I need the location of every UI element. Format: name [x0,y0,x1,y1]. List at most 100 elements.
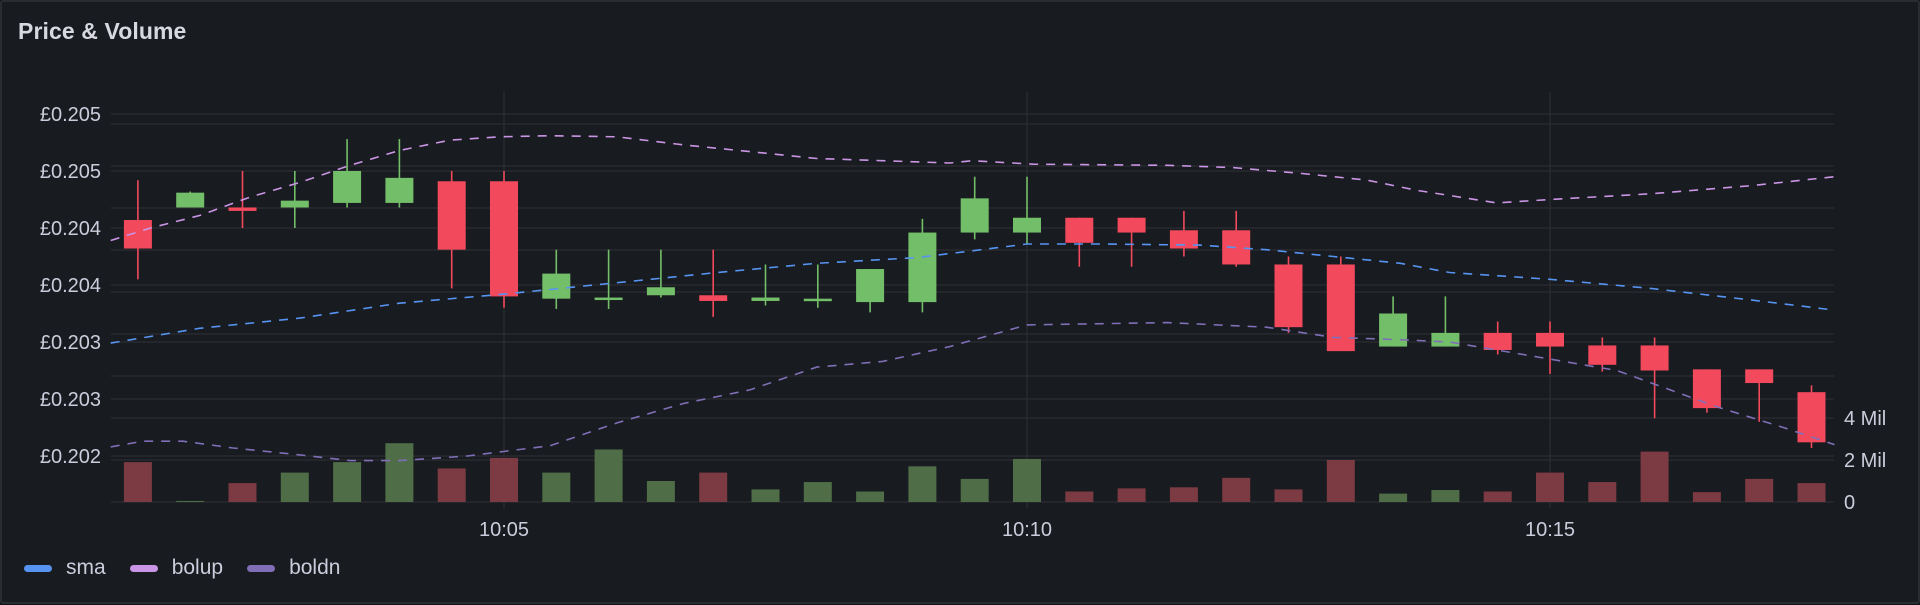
candle [1117,217,1146,267]
y-axis-label: £0.205 [40,104,101,126]
candle-body [1274,264,1303,328]
candle-body [437,181,466,250]
volume-bar [1797,483,1826,502]
candle [280,171,309,228]
candle-body [1692,369,1721,409]
candle [1065,217,1094,267]
candle-body [1588,345,1617,365]
candle [594,249,623,309]
volume-bar [908,466,937,502]
candle [646,249,675,298]
candle [1013,176,1041,244]
candle [1326,256,1355,352]
candle [1588,337,1617,372]
candle-body [1640,345,1669,371]
candle [751,264,780,306]
candle-body [646,287,675,296]
volume-bar [437,468,466,502]
legend-item-bolup[interactable]: bolup [129,556,223,580]
legend-label-sma: sma [66,556,106,579]
candle [1640,337,1669,419]
candle-body [1431,332,1460,347]
volume-bar [385,443,414,502]
candle-body [1745,369,1774,384]
candles [123,139,1826,449]
candle-body [699,295,728,301]
candle-body [542,273,571,299]
candle-body [490,181,518,297]
volume-bar [1169,487,1198,502]
candle [176,191,205,208]
candle-body [1117,217,1146,233]
legend-item-boldn[interactable]: boldn [247,556,340,580]
volume-bar [1065,491,1094,502]
candle [1692,369,1721,413]
y-axis-label: £0.202 [40,446,101,468]
volume-bar [751,489,780,502]
candle [1536,321,1564,374]
candle [1797,385,1826,449]
y-axis-label: £0.204 [40,275,101,297]
volume-bar [1692,492,1721,502]
x-axis-label: 10:05 [479,519,529,541]
volume-bar [1483,491,1512,502]
x-axis: 10:05 10:10 10:15 [479,519,1575,541]
candle [542,249,571,309]
candle-body [228,207,257,211]
volume-bar [1379,493,1408,502]
candle [490,171,518,308]
legend: sma bolup boldn [24,556,364,580]
bolup-swatch-icon [129,564,158,572]
candle-body [176,192,205,208]
candle-body [1483,332,1512,350]
y-axis-right: 4 Mil 2 Mil 0 [1844,408,1886,514]
volume-bar [856,491,885,502]
candle-body [333,171,362,203]
candle [1379,296,1408,347]
y-axis-left: £0.205 £0.205 £0.204 £0.204 £0.203 £0.203 £0.2… [40,104,101,468]
candle [1745,369,1774,422]
candle-body [1222,230,1251,265]
candle [856,269,885,313]
candle [1483,321,1512,355]
volume-bar [1536,472,1564,502]
y-axis-label: £0.203 [40,389,101,411]
candle-body [1326,264,1355,352]
candle-body [1013,217,1041,233]
volume-bar [280,472,309,502]
volume-axis-label: 0 [1844,492,1855,514]
sma-line [110,243,1835,344]
candle [699,249,728,317]
sma-swatch-icon [24,564,52,572]
candle-body [385,177,414,203]
candle [1222,210,1251,267]
candle-body [1169,230,1198,249]
volume-bar [803,482,832,502]
volume-bar [176,500,205,502]
volume-bar [699,472,728,502]
y-axis-label: £0.205 [40,161,101,183]
candle [1169,210,1198,257]
volume-bar [960,478,989,502]
y-axis-label: £0.204 [40,218,101,240]
candle-body [960,198,989,233]
volume-bar [646,481,675,502]
panel-title: Price & Volume [18,18,187,44]
legend-item-sma[interactable]: sma [24,556,106,580]
volume-bar [490,457,518,502]
volume-bars [123,443,1826,502]
candle [1274,256,1303,333]
volume-axis-label: 4 Mil [1844,408,1886,430]
candle [385,139,414,208]
x-axis-label: 10:15 [1525,519,1575,541]
volume-bar [1431,490,1460,502]
candle [908,218,937,313]
candle-body [856,269,885,303]
legend-label-boldn: boldn [289,556,341,579]
volume-bar [594,449,623,502]
candle-body [1797,392,1826,443]
volume-bar [1745,478,1774,502]
candle [333,139,362,208]
indicator-lines [110,134,1835,462]
